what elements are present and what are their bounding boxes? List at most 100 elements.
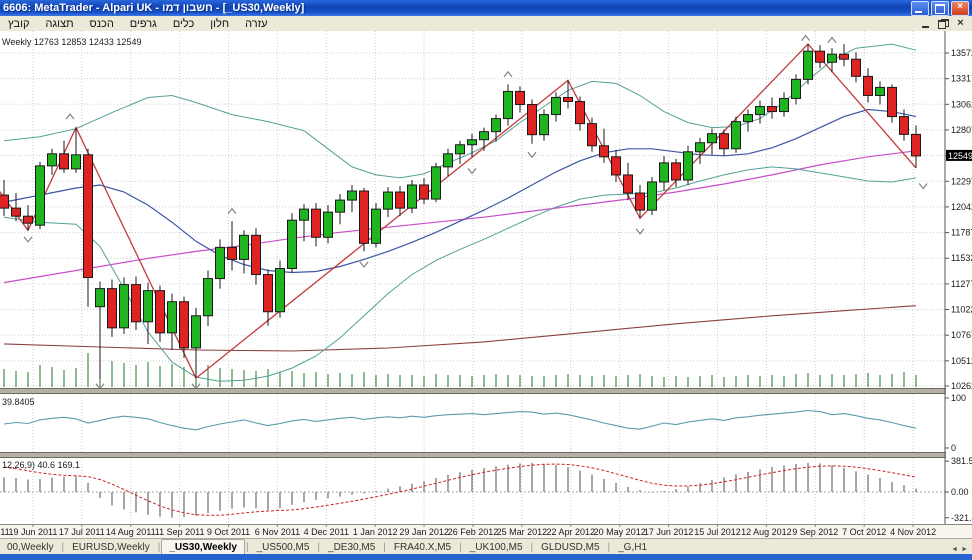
svg-text:0: 0 <box>951 443 956 453</box>
svg-text:100: 100 <box>951 393 966 403</box>
chart-area[interactable]: 1357213317130621280712552122971204211787… <box>0 31 972 538</box>
child-restore-button[interactable] <box>938 18 949 29</box>
svg-text:12042: 12042 <box>951 202 972 212</box>
minimize-button[interactable] <box>911 0 929 16</box>
chart-tab-gldusd-m5[interactable]: GLDUSD,M5 <box>541 542 600 553</box>
svg-text:10767: 10767 <box>951 330 972 340</box>
minimize-icon <box>915 10 922 13</box>
svg-text:12807: 12807 <box>951 125 972 135</box>
chart-tab--de30-m5[interactable]: _DE30,M5 <box>328 542 376 553</box>
chart-tabs: 00,Weekly | EURUSD,Weekly | _US30,Weekly | _US… <box>0 539 654 555</box>
child-close-icon: × <box>957 16 964 29</box>
window-bottom-edge <box>0 554 972 560</box>
svg-text:11787: 11787 <box>951 228 972 238</box>
svg-text:15 Jul 2012: 15 Jul 2012 <box>694 527 741 537</box>
svg-text:17 Jun 2012: 17 Jun 2012 <box>644 527 694 537</box>
svg-text:381.5: 381.5 <box>951 456 972 466</box>
current-price-tag: 12549 <box>948 151 972 161</box>
title-bar[interactable]: 6606: MetaTrader - Alpari UK - חשבון דמו… <box>0 0 972 16</box>
tab-separator: | <box>607 542 611 553</box>
tab-scroll-buttons: ◄ ► <box>951 546 972 555</box>
svg-text:11277: 11277 <box>951 279 972 289</box>
svg-text:11532: 11532 <box>951 253 972 263</box>
macd-layer <box>0 462 945 518</box>
chart-tab--g-h1[interactable]: _G,H1 <box>618 542 648 553</box>
menu-bar: עזרה חלון כלים גרפים הכנס תצוגה קובץ × <box>0 16 972 32</box>
candles-layer <box>0 44 921 380</box>
svg-text:19 Jun 2011: 19 Jun 2011 <box>8 527 57 537</box>
menu-item-5[interactable]: תצוגה <box>45 17 74 30</box>
svg-text:22 Apr 2012: 22 Apr 2012 <box>547 527 596 537</box>
tab-separator: | <box>459 542 462 553</box>
chart-tab-bar: 00,Weekly | EURUSD,Weekly | _US30,Weekly | _US… <box>0 538 972 555</box>
tab-scroll-left-icon[interactable]: ◄ <box>951 546 959 553</box>
indicator2-label: 12,26,9) 40.6 169.1 <box>2 460 80 470</box>
svg-text:9 Oct 2011: 9 Oct 2011 <box>207 527 250 537</box>
svg-text:14 Aug 2011: 14 Aug 2011 <box>106 527 156 537</box>
chart-tab-eurusd-weekly[interactable]: EURUSD,Weekly <box>72 542 150 553</box>
fractal-arrows-layer <box>23 34 928 390</box>
svg-text:6 Nov 2011: 6 Nov 2011 <box>255 527 300 537</box>
svg-text:22 May 2011: 22 May 2011 <box>0 527 10 537</box>
menu-item-2[interactable]: כלים <box>172 17 195 30</box>
indicator1-label: 39.8405 <box>2 397 35 407</box>
tab-separator: | <box>530 542 534 553</box>
volume-layer <box>3 353 917 387</box>
chart-tab--uk100-m5[interactable]: _UK100,M5 <box>469 542 523 553</box>
svg-text:17 Jul 2011: 17 Jul 2011 <box>59 527 105 537</box>
chart-tab--us30-weekly[interactable]: _US30,Weekly <box>161 539 245 555</box>
tab-separator: | <box>61 542 65 553</box>
menu-items: עזרה חלון כלים גרפים הכנס תצוגה קובץ <box>0 18 276 30</box>
svg-text:7 Oct 2012: 7 Oct 2012 <box>842 527 886 537</box>
menu-item-1[interactable]: חלון <box>210 17 230 30</box>
chart-tab--us500-m5[interactable]: _US500,M5 <box>256 542 310 553</box>
svg-text:10512: 10512 <box>951 356 972 366</box>
chart-tab-fra40-x-m5[interactable]: FRA40.X,M5 <box>393 542 452 553</box>
svg-text:26 Feb 2012: 26 Feb 2012 <box>448 527 499 537</box>
price-axis[interactable]: 1357213317130621280712552122971204211787… <box>944 31 972 524</box>
tab-separator: | <box>245 542 249 553</box>
child-window-controls: × <box>921 16 972 29</box>
maximize-icon <box>935 3 945 14</box>
svg-text:29 Jan 2012: 29 Jan 2012 <box>399 527 449 537</box>
svg-text:12 Aug 2012: 12 Aug 2012 <box>741 527 792 537</box>
price-chart-svg[interactable]: 1357213317130621280712552122971204211787… <box>0 31 972 538</box>
svg-text:11022: 11022 <box>951 305 972 315</box>
svg-text:-321.4: -321.4 <box>951 513 972 523</box>
close-button[interactable]: × <box>951 0 969 16</box>
svg-text:0.00: 0.00 <box>951 487 969 497</box>
window-controls: × <box>911 0 972 16</box>
panel-labels: Weekly 12763 12853 12433 12549 39.8405 12,… <box>2 37 141 470</box>
maximize-button[interactable] <box>931 0 949 16</box>
tab-separator: | <box>157 542 161 553</box>
tab-separator: | <box>317 542 321 553</box>
menu-item-0[interactable]: עזרה <box>245 17 268 30</box>
ohlc-label: Weekly 12763 12853 12433 12549 <box>2 37 141 47</box>
svg-text:13317: 13317 <box>951 74 972 84</box>
svg-text:1 Jan 2012: 1 Jan 2012 <box>353 527 398 537</box>
svg-text:13572: 13572 <box>951 48 972 58</box>
svg-text:20 May 2012: 20 May 2012 <box>594 527 646 537</box>
svg-text:9 Sep 2012: 9 Sep 2012 <box>792 527 838 537</box>
chart-tab-00-weekly[interactable]: 00,Weekly <box>7 542 54 553</box>
child-minimize-button[interactable] <box>921 19 932 29</box>
close-icon: × <box>957 0 963 12</box>
menu-item-6[interactable]: קובץ <box>8 17 30 30</box>
svg-text:13062: 13062 <box>951 99 972 109</box>
svg-text:10262: 10262 <box>951 381 972 391</box>
menu-item-3[interactable]: גרפים <box>129 17 157 30</box>
tab-separator: | <box>383 542 386 553</box>
menu-item-4[interactable]: הכנס <box>89 17 114 30</box>
window-title: 6606: MetaTrader - Alpari UK - חשבון דמו… <box>3 2 305 14</box>
grid-layer <box>0 31 945 524</box>
svg-text:25 Mar 2012: 25 Mar 2012 <box>497 527 548 537</box>
svg-text:4 Dec 2011: 4 Dec 2011 <box>304 527 349 537</box>
child-minimize-icon <box>922 25 929 28</box>
indicator1-layer <box>3 409 917 431</box>
child-close-button[interactable]: × <box>955 16 966 29</box>
tab-scroll-right-icon[interactable]: ► <box>961 546 968 553</box>
svg-text:4 Nov 2012: 4 Nov 2012 <box>890 527 936 537</box>
svg-text:11 Sep 2011: 11 Sep 2011 <box>155 527 205 537</box>
